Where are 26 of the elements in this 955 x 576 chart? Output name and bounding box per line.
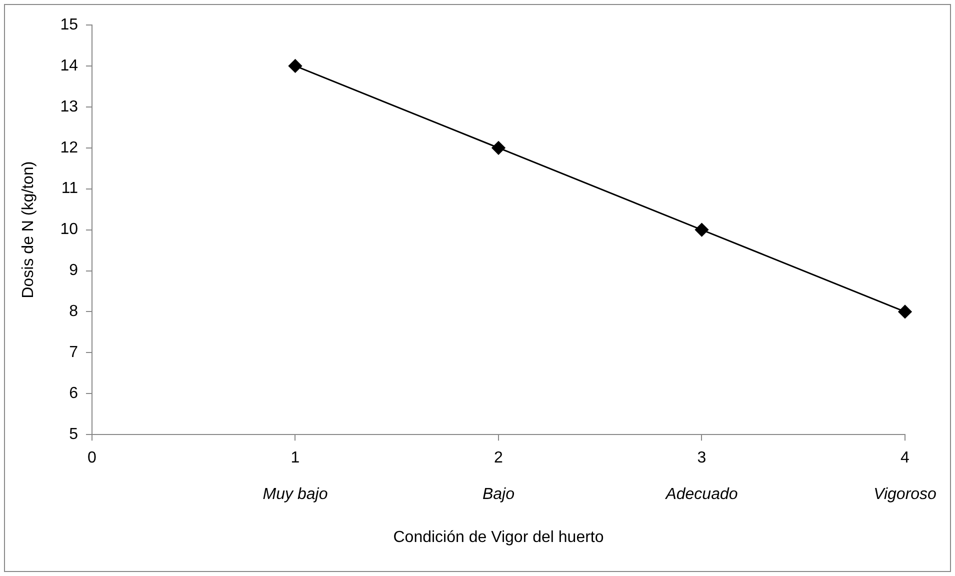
x-tick-label: 1 <box>290 450 300 467</box>
text: Bajo <box>482 486 515 504</box>
y-tick-label: 6 <box>69 385 78 402</box>
point <box>695 223 708 237</box>
text: Adecuado <box>664 486 738 504</box>
x-tick-label: 3 <box>697 450 706 467</box>
x-tick-label: 0 <box>88 450 97 467</box>
x-tick-label: 2 <box>494 450 504 467</box>
point <box>898 304 912 318</box>
y-tick-label: 10 <box>60 221 78 238</box>
x-axis-title: Condición de Vigor del huerto <box>393 528 604 546</box>
y-axis-title: Dosis de N (kg/ton) <box>20 161 38 298</box>
y-tick-label: 11 <box>61 180 78 198</box>
y-tick-label: 12 <box>60 139 78 156</box>
y-tick-label: 7 <box>69 344 78 362</box>
y-tick-label: 5 <box>69 426 78 444</box>
x-tick-label: 4 <box>900 450 910 467</box>
point <box>492 141 506 155</box>
y-tick-label: 13 <box>60 98 78 116</box>
text: Muy bajo <box>262 486 328 504</box>
y-tick-label: 8 <box>69 303 78 320</box>
y-tick-label: 15 <box>60 16 78 34</box>
point <box>288 59 302 73</box>
y-tick-label: 9 <box>69 262 78 280</box>
text: Vigoroso <box>874 486 937 504</box>
y-tick-label: 14 <box>60 57 78 74</box>
